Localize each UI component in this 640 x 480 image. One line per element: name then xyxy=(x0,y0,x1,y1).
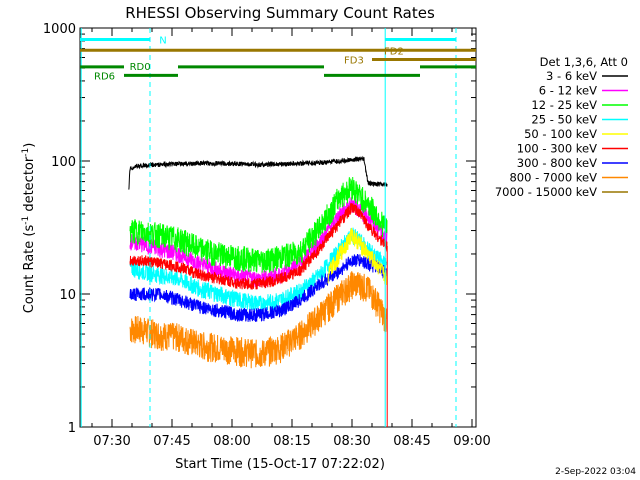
y-axis-label-part: Count Rate (s xyxy=(22,225,37,314)
y-tick-label: 10 xyxy=(59,288,76,303)
series-line xyxy=(327,227,388,286)
fd3-label: FD3 xyxy=(344,55,364,66)
legend-label: 12 - 25 keV xyxy=(531,98,597,112)
y-axis: 1 10 100 1000 xyxy=(43,22,476,436)
legend-label: 7000 - 15000 keV xyxy=(495,185,597,199)
series-line xyxy=(129,176,388,273)
x-axis-label: Start Time (15-Oct-17 07:22:02) xyxy=(175,457,385,472)
x-tick-label: 08:45 xyxy=(393,434,430,449)
legend-label: 50 - 100 keV xyxy=(524,127,597,141)
series-group xyxy=(128,155,388,427)
x-tick-label: 08:00 xyxy=(213,434,250,449)
plot-frame xyxy=(79,27,477,428)
rd6-label: RD6 xyxy=(94,71,115,82)
y-axis-label: Count Rate (s-1 detector-1) xyxy=(21,143,37,314)
series-line xyxy=(128,155,388,190)
series-line xyxy=(129,253,388,322)
legend-label: 800 - 7000 keV xyxy=(509,171,597,185)
x-axis: 07:30 07:45 08:00 08:15 08:30 08:45 09:00 xyxy=(91,28,491,449)
series-line xyxy=(129,271,388,369)
annotation-group: N FD2 FD3 RD0 RD6 xyxy=(80,28,476,427)
legend-label: 25 - 50 keV xyxy=(531,113,597,127)
series-line xyxy=(129,203,388,290)
x-tick-label: 09:00 xyxy=(453,434,490,449)
y-tick-label: 1 xyxy=(68,421,76,436)
x-tick-label: 08:30 xyxy=(333,434,370,449)
night-label: N xyxy=(159,35,166,46)
x-tick-label: 07:45 xyxy=(153,434,190,449)
y-axis-label-sup: -1 xyxy=(21,148,31,157)
rd0-label: RD0 xyxy=(130,62,151,73)
legend-title: Det 1,3,6, Att 0 xyxy=(540,55,628,69)
x-tick-label: 07:30 xyxy=(93,434,130,449)
y-tick-label: 1000 xyxy=(43,22,76,37)
y-tick-label: 100 xyxy=(51,155,76,170)
legend-label: 6 - 12 keV xyxy=(539,84,597,98)
chart-title: RHESSI Observing Summary Count Rates xyxy=(125,4,435,22)
legend-label: 3 - 6 keV xyxy=(546,69,597,83)
y-axis-label-sup: -1 xyxy=(21,216,31,225)
legend-label: 100 - 300 keV xyxy=(517,142,597,156)
y-axis-label-part: detector xyxy=(22,156,37,216)
footer-timestamp: 2-Sep-2022 03:04 xyxy=(555,467,636,477)
fd2-label: FD2 xyxy=(384,46,404,57)
y-axis-label-part: ) xyxy=(22,143,37,148)
legend-label: 300 - 800 keV xyxy=(517,156,597,170)
x-tick-label: 08:15 xyxy=(273,434,310,449)
